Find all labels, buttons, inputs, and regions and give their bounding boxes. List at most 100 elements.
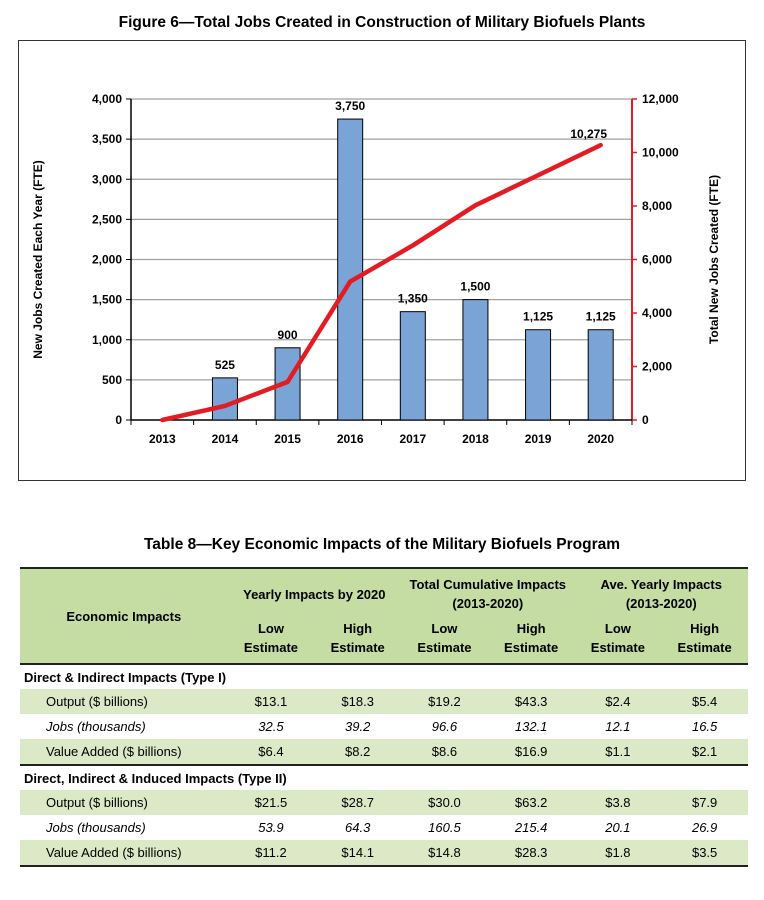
y-right-tick-label: 2,000 [642, 360, 672, 374]
y-tick-label: 4,000 [92, 92, 122, 106]
table-cell: $5.4 [661, 689, 748, 714]
y-tick-label: 1,000 [92, 333, 122, 347]
row-label: Output ($ billions) [20, 790, 228, 815]
table-cell: $28.3 [487, 840, 575, 867]
table-cell: $3.8 [574, 790, 662, 815]
y-right-tick-label: 10,000 [642, 146, 679, 160]
row-label: Jobs (thousands) [46, 820, 146, 835]
x-tick-label: 2020 [587, 432, 614, 446]
figure-title: Figure 6—Total Jobs Created in Construct… [118, 14, 646, 31]
y-tick-label: 1,500 [92, 293, 122, 307]
header-group: Total Cumulative Impacts (2013-2020) [401, 567, 575, 617]
header-group: Yearly Impacts by 2020 [227, 567, 402, 617]
section-title: Direct & Indirect Impacts (Type I) [24, 669, 227, 685]
bar-label: 3,750 [335, 99, 365, 113]
table-cell: 53.9 [258, 820, 284, 835]
table-cell: $28.7 [314, 790, 402, 815]
row-label: Value Added ($ billions) [20, 840, 228, 867]
combo-chart: 0 500 1,000 1,500 2,000 2,500 3,000 3,500 4,000 0… [31, 92, 721, 446]
header-economic-impacts: Economic Impacts [20, 567, 228, 665]
x-tick-label: 2016 [337, 432, 364, 446]
bar-label: 1,125 [523, 310, 553, 324]
table-row: Value Added ($ billions) $11.2 $14.1 $14.8 $… [20, 840, 748, 867]
bar-label: 1,500 [460, 280, 490, 294]
y-tick-label: 3,500 [92, 132, 122, 146]
chart-frame [18, 40, 746, 481]
header-low-estimate: Low Estimate [227, 617, 315, 665]
table-cell: $11.2 [227, 840, 315, 867]
table-cell: 20.1 [605, 820, 631, 835]
table-cell: $8.6 [401, 739, 488, 765]
section-row: Direct, Indirect & Induced Impacts (Type… [20, 764, 748, 790]
table-cell: $2.4 [574, 689, 662, 714]
table-cell: $18.3 [314, 689, 402, 714]
bar [337, 118, 364, 421]
table-cell: $2.1 [661, 739, 748, 765]
header-high-estimate: High Estimate [661, 617, 748, 665]
y-tick-label: 3,000 [92, 172, 122, 186]
y-tick-label: 0 [115, 413, 122, 427]
table-cell: $63.2 [487, 790, 575, 815]
y-tick-label: 2,000 [92, 253, 122, 267]
y-right-tick-label: 4,000 [642, 306, 672, 320]
y-right-tick-label: 6,000 [642, 253, 672, 267]
table-cell: $14.1 [314, 840, 402, 867]
section-title: Direct, Indirect & Induced Impacts (Type… [20, 764, 748, 790]
y-right-tick-label: 12,000 [642, 92, 679, 106]
table-row: Jobs (thousands) 32.5 39.2 96.6 132.1 12.1 16.… [20, 714, 748, 739]
header-high-estimate: High Estimate [487, 617, 575, 665]
bar [587, 329, 614, 421]
x-tick-label: 2014 [212, 432, 239, 446]
table-cell: $16.9 [487, 739, 575, 765]
bar [399, 311, 426, 421]
table-row: Output ($ billions) $13.1 $18.3 $19.2 $43.3 $… [20, 689, 748, 714]
table-cell: 132.1 [514, 719, 548, 734]
table-cell: 16.5 [691, 719, 718, 734]
table-cell: $7.9 [661, 790, 748, 815]
x-tick-label: 2013 [149, 432, 176, 446]
table-cell: 64.3 [345, 820, 371, 835]
line-end-label: 10,275 [570, 127, 607, 141]
table-cell: $14.8 [401, 840, 488, 867]
header-low-estimate: Low Estimate [574, 617, 662, 665]
table-cell: 160.5 [428, 820, 461, 835]
table-row: Jobs (thousands) 53.9 64.3 160.5 215.4 20.1 26… [20, 815, 748, 840]
table-cell: $1.8 [574, 840, 662, 867]
cumulative-line [160, 142, 603, 423]
table-cell: $19.2 [401, 689, 488, 714]
table-cell: 215.4 [514, 820, 548, 835]
y-right-axis-title: Total New Jobs Created (FTE) [707, 175, 721, 344]
y-right-tick-label: 0 [642, 413, 649, 427]
table-row: Value Added ($ billions) $6.4 $8.2 $8.6 $16.… [20, 739, 748, 765]
row-label: Value Added ($ billions) [20, 739, 228, 765]
x-tick-label: 2017 [399, 432, 426, 446]
section-row: Direct & Indirect Impacts (Type I) [20, 664, 748, 689]
economic-impacts-table: Economic Impacts Yearly Impacts by 2020 To… [20, 567, 748, 867]
x-tick-label: 2019 [525, 432, 552, 446]
y-tick-label: 500 [102, 373, 122, 387]
table-cell: $1.1 [574, 739, 662, 765]
table-cell: 12.1 [605, 719, 631, 734]
table-row: Output ($ billions) $21.5 $28.7 $30.0 $63.2 $… [20, 790, 748, 815]
table-title: Table 8—Key Economic Impacts of the Mili… [143, 536, 621, 553]
bar [525, 329, 552, 421]
table-cell: 26.9 [691, 820, 718, 835]
header-group: Ave. Yearly Impacts (2013-2020) [574, 567, 748, 617]
y-right-tick-label: 8,000 [642, 199, 672, 213]
row-label: Jobs (thousands) [46, 719, 146, 734]
bar-label: 525 [215, 358, 235, 372]
bar-label: 900 [278, 328, 298, 342]
row-label: Output ($ billions) [20, 689, 228, 714]
table-cell: $21.5 [227, 790, 315, 815]
x-tick-label: 2015 [274, 432, 301, 446]
bar [211, 377, 238, 421]
x-tick-label: 2018 [462, 432, 489, 446]
table-cell: 32.5 [258, 719, 284, 734]
bar-label: 1,350 [398, 292, 428, 306]
y-axis-title: New Jobs Created Each Year (FTE) [31, 160, 45, 359]
bar [462, 299, 489, 421]
table-cell: 96.6 [431, 719, 458, 734]
table-cell: $6.4 [227, 739, 315, 765]
y-tick-label: 2,500 [92, 212, 122, 226]
header-high-estimate: High Estimate [314, 617, 402, 665]
